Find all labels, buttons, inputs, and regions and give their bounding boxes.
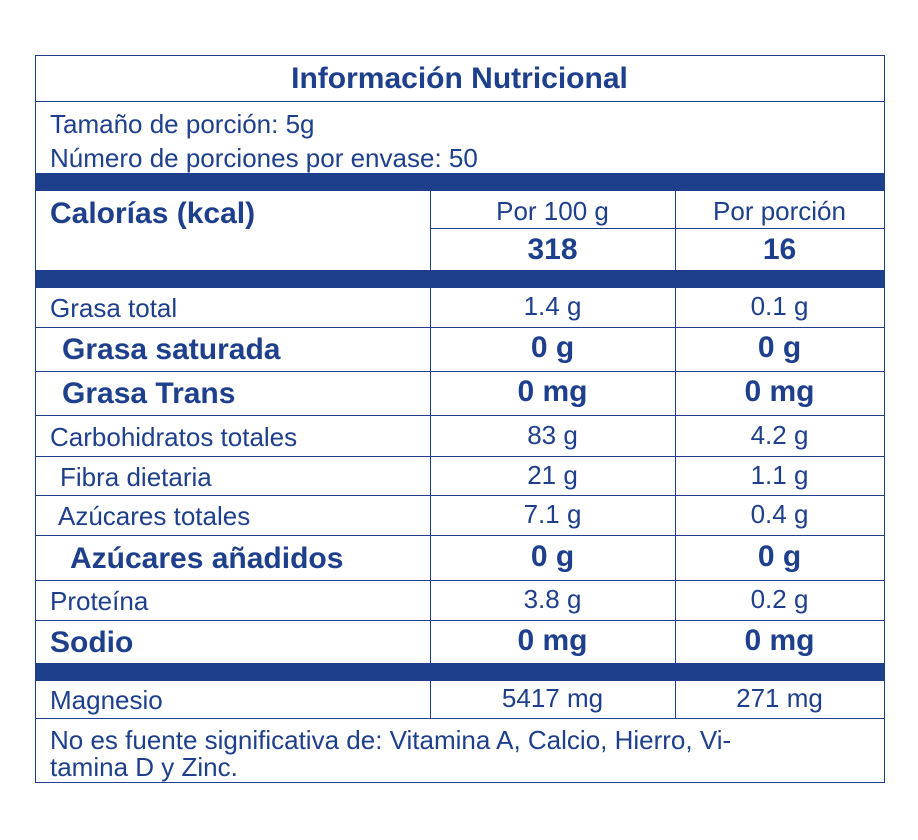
nutrient-name: Azúcares totales — [58, 501, 251, 531]
per-100g-value: 0 mg — [517, 623, 588, 657]
nutrient-name: Grasa Trans — [62, 377, 236, 410]
per-100g-value: 5417 mg — [501, 683, 604, 713]
divider-bar — [35, 663, 885, 680]
nutrient-name: Proteína — [50, 586, 149, 616]
per-serving-value: 0 g — [757, 331, 802, 364]
column-header: Por porción — [713, 196, 846, 226]
nutrient-name: Sodio — [50, 625, 134, 659]
calories-value: 16 — [762, 233, 797, 266]
per-serving-value: 0.2 g — [750, 584, 809, 614]
per-serving-value: 4.2 g — [750, 419, 809, 450]
column-header: Por 100 g — [496, 196, 609, 226]
nutrient-name: Azúcares añadidos — [70, 541, 344, 575]
per-100g-value: 21 g — [527, 459, 578, 490]
per-serving-value: 0 mg — [744, 623, 815, 657]
per-100g-value: 83 g — [527, 419, 578, 450]
footer-cell — [35, 718, 885, 783]
nutrient-name: Magnesio — [50, 685, 163, 715]
nutrient-name: Carbohidratos totales — [50, 421, 298, 452]
per-100g-value: 3.8 g — [523, 584, 582, 614]
footer-note: No es fuente significativa de: Vitamina … — [50, 725, 732, 755]
calories-label: Calorías (kcal) — [50, 197, 256, 230]
per-100g-value: 0 g — [530, 539, 575, 573]
per-serving-value: 1.1 g — [750, 459, 809, 490]
per-serving-value: 0 g — [757, 539, 802, 573]
per-100g-value: 7.1 g — [523, 499, 582, 529]
serving-count: Número de porciones por envase: 50 — [50, 143, 478, 173]
divider-bar — [35, 173, 885, 190]
serving-size: Tamaño de porción: 5g — [50, 109, 315, 139]
footer-note: tamina D y Zinc. — [50, 752, 238, 782]
title: Información Nutricional — [291, 62, 628, 95]
calories-value: 318 — [527, 233, 578, 266]
nutrient-name: Grasa total — [50, 293, 178, 323]
per-serving-value: 0.4 g — [750, 499, 809, 529]
divider-bar — [35, 270, 885, 287]
per-serving-value: 0.1 g — [750, 291, 809, 321]
per-serving-value: 0 mg — [744, 375, 815, 408]
nutrient-name: Grasa saturada — [62, 333, 281, 366]
title-cell — [35, 55, 885, 102]
per-100g-value: 0 mg — [517, 375, 588, 408]
per-100g-value: 0 g — [530, 331, 575, 364]
per-serving-value: 271 mg — [736, 683, 823, 713]
per-100g-value: 1.4 g — [523, 291, 582, 321]
nutrient-name: Fibra dietaria — [60, 461, 212, 492]
